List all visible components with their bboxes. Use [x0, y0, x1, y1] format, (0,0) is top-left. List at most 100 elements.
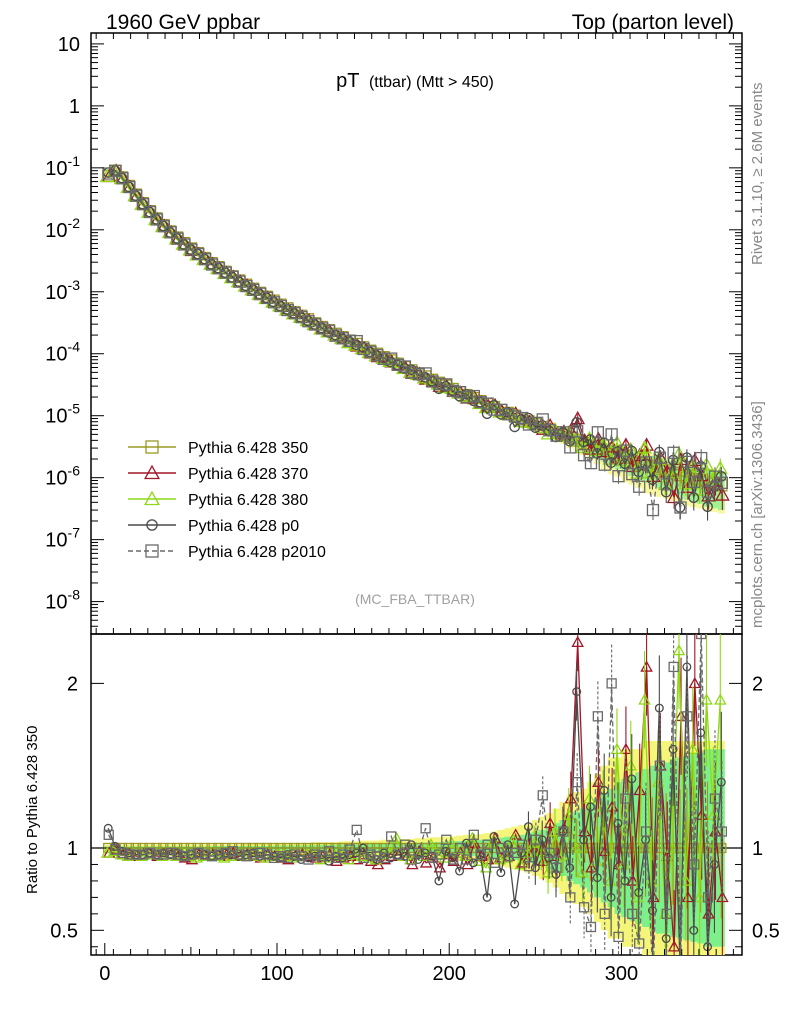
- ratio-point: [585, 921, 597, 933]
- data-point: [364, 345, 377, 358]
- ratio-point: [100, 846, 114, 858]
- ratio-point: [530, 863, 540, 873]
- ratio-point: [172, 849, 183, 860]
- data-point: [612, 446, 624, 457]
- ratio-point: [255, 847, 266, 859]
- data-point: [557, 426, 570, 439]
- data-point: [391, 358, 405, 371]
- data-point: [323, 324, 336, 337]
- y-tick-label: 1: [69, 96, 80, 118]
- y-tick-label: 10-7: [45, 525, 80, 552]
- ratio-point: [688, 676, 702, 689]
- ratio-point: [241, 851, 252, 862]
- data-point: [708, 470, 722, 483]
- ratio-point: [434, 849, 445, 860]
- ratio-point: [144, 847, 156, 859]
- data-point: [605, 428, 618, 441]
- ratio-point: [599, 908, 610, 919]
- ratio-point: [186, 849, 197, 860]
- ratio-point: [358, 843, 368, 853]
- tick-exponent: -3: [68, 277, 81, 293]
- data-point: [433, 377, 446, 391]
- ratio-point: [503, 851, 514, 862]
- ratio-point: [275, 851, 287, 862]
- data-point: [633, 480, 646, 493]
- ratio-point: [716, 826, 727, 837]
- data-point: [219, 266, 233, 279]
- ratio-point: [103, 829, 114, 840]
- x-tick-label: 0: [99, 963, 110, 985]
- data-point: [626, 467, 639, 481]
- ratio-point: [572, 777, 583, 788]
- ratio-point: [386, 831, 397, 842]
- data-point: [302, 315, 315, 328]
- tick-exponent: -5: [68, 401, 81, 417]
- data-point: [137, 198, 150, 211]
- ratio-point: [379, 852, 390, 864]
- data-point: [329, 329, 343, 342]
- ratio-point: [714, 693, 727, 705]
- ratio-point: [619, 742, 633, 755]
- tick-base: 10: [45, 344, 67, 366]
- ratio-point: [268, 852, 280, 864]
- y-tick-label: 10-1: [45, 153, 80, 180]
- ratio-point: [351, 824, 362, 836]
- y-tick-label: 10-5: [45, 401, 80, 428]
- data-point: [371, 348, 384, 362]
- ratio-point: [503, 840, 513, 850]
- ratio-point: [640, 826, 652, 837]
- data-point: [281, 303, 295, 317]
- ratio-point: [200, 849, 211, 860]
- header-left: 1960 GeV ppbar: [106, 11, 260, 34]
- data-point: [584, 456, 598, 470]
- series-ratio-line: [108, 634, 723, 955]
- ratio-point: [627, 908, 638, 919]
- analysis-tag: (MC_FBA_TTBAR): [355, 591, 475, 607]
- ratio-point: [689, 859, 700, 870]
- ratio-point: [510, 899, 520, 909]
- ratio-point: [631, 890, 644, 903]
- plot-title-sub: (ttbar) (Mtt > 450): [369, 74, 494, 91]
- ratio-point: [427, 852, 438, 864]
- data-point: [426, 375, 439, 388]
- ratio-point: [578, 902, 590, 913]
- ratio-ylabel: Ratio to Pythia 6.428 350: [24, 726, 41, 894]
- tick-base: 10: [45, 158, 67, 180]
- data-point: [619, 444, 632, 457]
- data-point: [316, 322, 329, 335]
- data-point: [653, 451, 666, 464]
- ratio-point: [537, 790, 548, 801]
- ratio-point: [667, 940, 681, 952]
- ratio-point: [702, 892, 714, 903]
- data-point: [667, 446, 680, 459]
- data-point: [564, 441, 577, 454]
- data-point: [109, 164, 122, 178]
- ratio-point: [289, 849, 300, 860]
- data-point: [460, 390, 474, 404]
- ratio-point: [676, 959, 685, 968]
- ratio-point: [523, 860, 535, 872]
- ratio-y-axis: 0.5 0.5 1 1 2 2: [50, 673, 780, 948]
- data-point: [385, 352, 398, 365]
- ratio-panel-frame: [90, 633, 743, 956]
- data-point: [591, 426, 604, 439]
- ratio-point: [227, 846, 238, 857]
- data-point: [666, 489, 682, 504]
- data-point: [130, 189, 143, 202]
- ratio-point: [468, 858, 478, 868]
- ratio-point: [262, 849, 273, 860]
- rivet-label: Rivet 3.1.10, ≥ 2.6M events: [749, 83, 766, 266]
- data-point: [288, 307, 301, 320]
- data-point: [577, 449, 591, 462]
- data-point: [267, 296, 281, 309]
- ratio-point: [565, 892, 576, 903]
- ratio-point: [434, 876, 444, 886]
- ratio-point: [613, 931, 624, 943]
- legend: Pythia 6.428 350 Pythia 6.428 370 Pythia 6…: [128, 440, 326, 561]
- ratio-point: [399, 839, 411, 850]
- ratio-point: [213, 849, 225, 860]
- ratio-point: [371, 842, 383, 854]
- data-point: [502, 408, 515, 421]
